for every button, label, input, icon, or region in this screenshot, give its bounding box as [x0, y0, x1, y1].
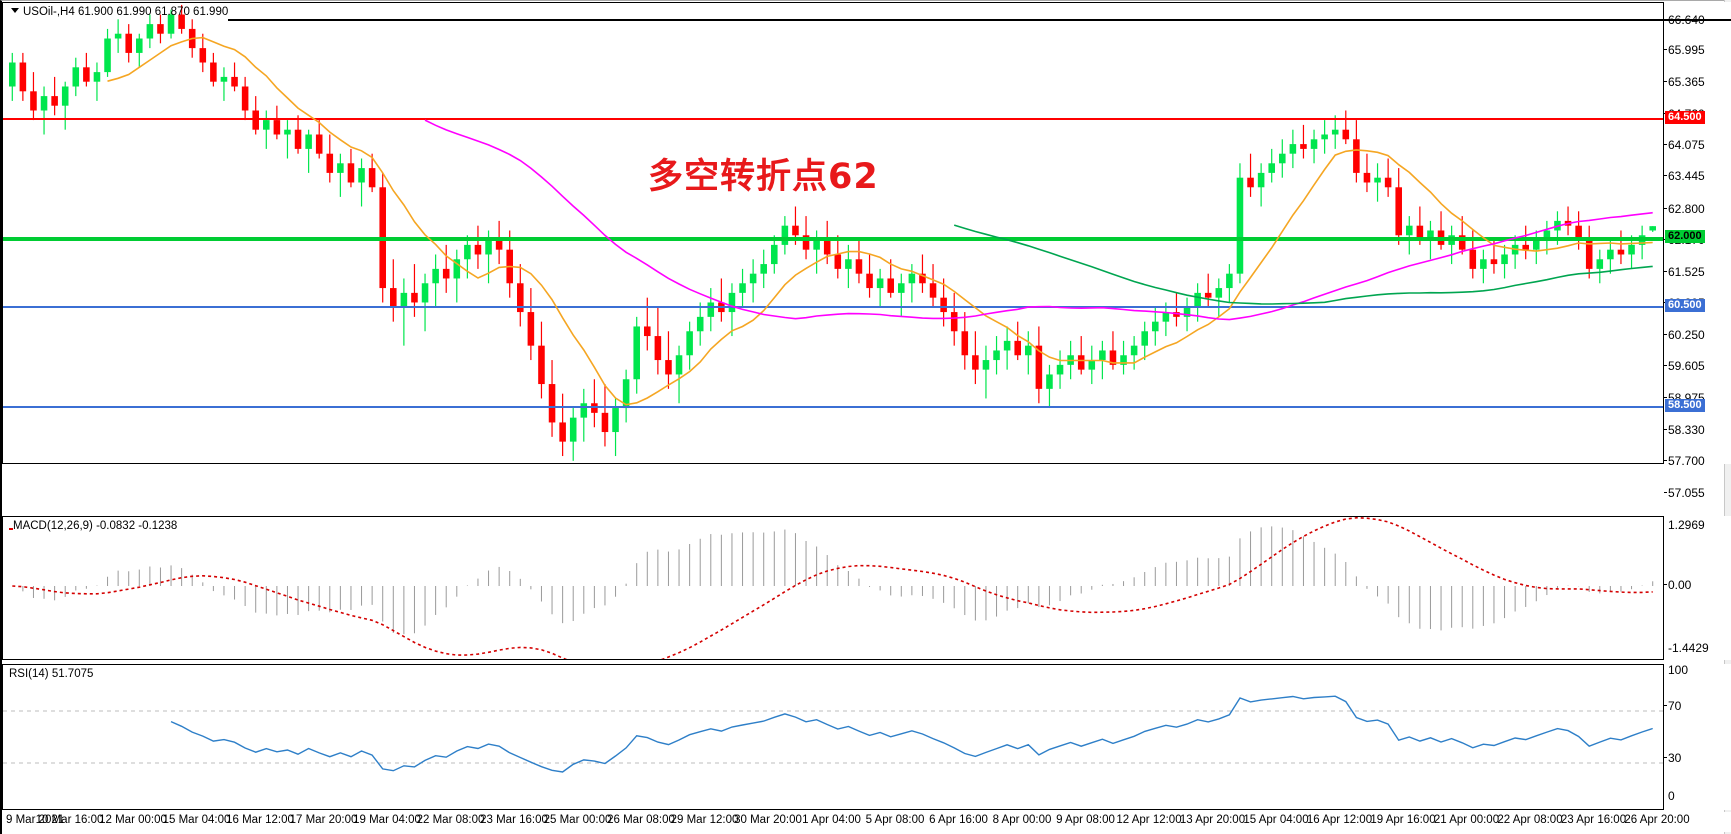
triangle-down-icon[interactable]: [11, 8, 19, 14]
time-tick: 23 Apr 16:00: [1560, 814, 1627, 826]
rsi-tick: 0: [1668, 789, 1675, 803]
rsi-label: RSI(14) 51.7075: [9, 668, 93, 680]
rsi-tick: 100: [1668, 663, 1689, 677]
price-tick: 61.525: [1664, 265, 1705, 279]
time-tick: 22 Apr 08:00: [1497, 814, 1563, 826]
macd-tick: -1.4429: [1668, 641, 1709, 655]
time-tick: 19 Apr 16:00: [1370, 814, 1436, 826]
price-tick: 58.330: [1664, 423, 1705, 437]
time-tick: 12 Apr 12:00: [1116, 814, 1182, 826]
time-tick: 6 Apr 16:00: [929, 814, 988, 826]
time-tick: 9 Apr 08:00: [1056, 814, 1115, 826]
rsi-label-text: RSI(14) 51.7075: [9, 668, 94, 680]
time-tick: 30 Mar 20:00: [734, 814, 802, 826]
macd-label: MACD(12,26,9) -0.0832 -0.1238: [9, 520, 177, 532]
moving-average-lines: [107, 36, 1653, 406]
time-tick: 26 Apr 20:00: [1624, 814, 1690, 826]
time-tick: 16 Mar 12:00: [226, 814, 294, 826]
time-tick: 16 Apr 12:00: [1306, 814, 1373, 826]
level-badge[interactable]: 62.000: [1665, 230, 1705, 243]
price-tick: 64.075: [1664, 138, 1705, 152]
rsi-tick: 30: [1663, 751, 1682, 765]
price-tick: 63.445: [1664, 169, 1705, 183]
level-badge[interactable]: 58.500: [1665, 399, 1705, 412]
rsi-axis: 100 70 30 0: [1663, 663, 1731, 810]
price-tick: 65.995: [1664, 43, 1705, 57]
time-tick: 29 Mar 12:00: [670, 814, 739, 826]
rsi-tick: 70: [1663, 699, 1682, 713]
time-tick: 5 Apr 08:00: [865, 814, 925, 826]
time-tick: 23 Mar 16:00: [480, 814, 548, 826]
time-tick: 12 Mar 00:00: [99, 814, 167, 826]
price-tick: 62.800: [1664, 202, 1705, 216]
text-annotation[interactable]: 多空转折点62: [648, 157, 879, 197]
macd-legend-dash-icon: [9, 528, 13, 530]
price-tick: 65.365: [1664, 75, 1705, 89]
macd-plot-area[interactable]: [3, 517, 1663, 659]
rsi-plot-area[interactable]: [3, 665, 1663, 809]
price-chart-panel[interactable]: USOil-,H4 61.900 61.990 61.870 61.990: [2, 2, 1664, 464]
macd-tick: 1.2969: [1668, 518, 1705, 532]
price-tick: 60.250: [1664, 328, 1705, 342]
level-line-64500[interactable]: [3, 118, 1663, 120]
level-badge[interactable]: 60.500: [1665, 299, 1705, 312]
level-badge[interactable]: 64.500: [1665, 111, 1705, 124]
time-tick: 21 Apr 00:00: [1433, 814, 1500, 826]
macd-tick: 0.00: [1663, 578, 1692, 592]
time-tick: 25 Mar 00:00: [543, 814, 612, 826]
time-tick: 10 Mar 16:00: [35, 814, 104, 826]
time-tick: 15 Apr 04:00: [1243, 814, 1309, 826]
price-plot-area[interactable]: [3, 3, 1663, 463]
price-tick: 59.605: [1664, 359, 1705, 373]
macd-panel[interactable]: MACD(12,26,9) -0.0832 -0.1238: [2, 516, 1664, 660]
time-axis-rule: [228, 19, 1731, 21]
level-line-58500[interactable]: [3, 406, 1663, 408]
time-tick: 8 Apr 00:00: [992, 814, 1052, 826]
time-tick: 9 Mar 2021: [6, 814, 65, 826]
level-line-60500[interactable]: [3, 306, 1663, 308]
rsi-panel[interactable]: RSI(14) 51.7075: [2, 664, 1664, 810]
macd-axis: 1.2969 0.00 -1.4429: [1663, 516, 1731, 660]
level-line-62000[interactable]: [3, 237, 1663, 241]
macd-label-text: MACD(12,26,9) -0.0832 -0.1238: [13, 520, 178, 532]
macd-series: [12, 517, 1654, 659]
chart-header-label: USOil-,H4 61.900 61.990 61.870 61.990: [11, 6, 228, 18]
candlestick-series: [9, 4, 1656, 461]
time-tick: 13 Apr 20:00: [1179, 814, 1246, 826]
price-tick: 57.700: [1664, 454, 1705, 468]
price-axis[interactable]: 66.64065.99565.36564.72064.07563.44562.8…: [1664, 2, 1731, 499]
time-tick: 19 Mar 04:00: [353, 814, 421, 826]
time-tick: 17 Mar 20:00: [289, 814, 358, 826]
rsi-series: [3, 695, 1663, 773]
price-tick: 57.055: [1664, 486, 1705, 500]
time-tick: 15 Mar 04:00: [162, 814, 231, 826]
time-tick: 1 Apr 04:00: [802, 814, 861, 826]
time-tick: 26 Mar 08:00: [607, 814, 675, 826]
time-axis[interactable]: 9 Mar 2021 10 Mar 16:00 12 Mar 00:00 15 Mar…: [2, 812, 1731, 832]
time-tick: 22 Mar 08:00: [416, 814, 485, 826]
chart-header-text: USOil-,H4 61.900 61.990 61.870 61.990: [23, 6, 229, 18]
